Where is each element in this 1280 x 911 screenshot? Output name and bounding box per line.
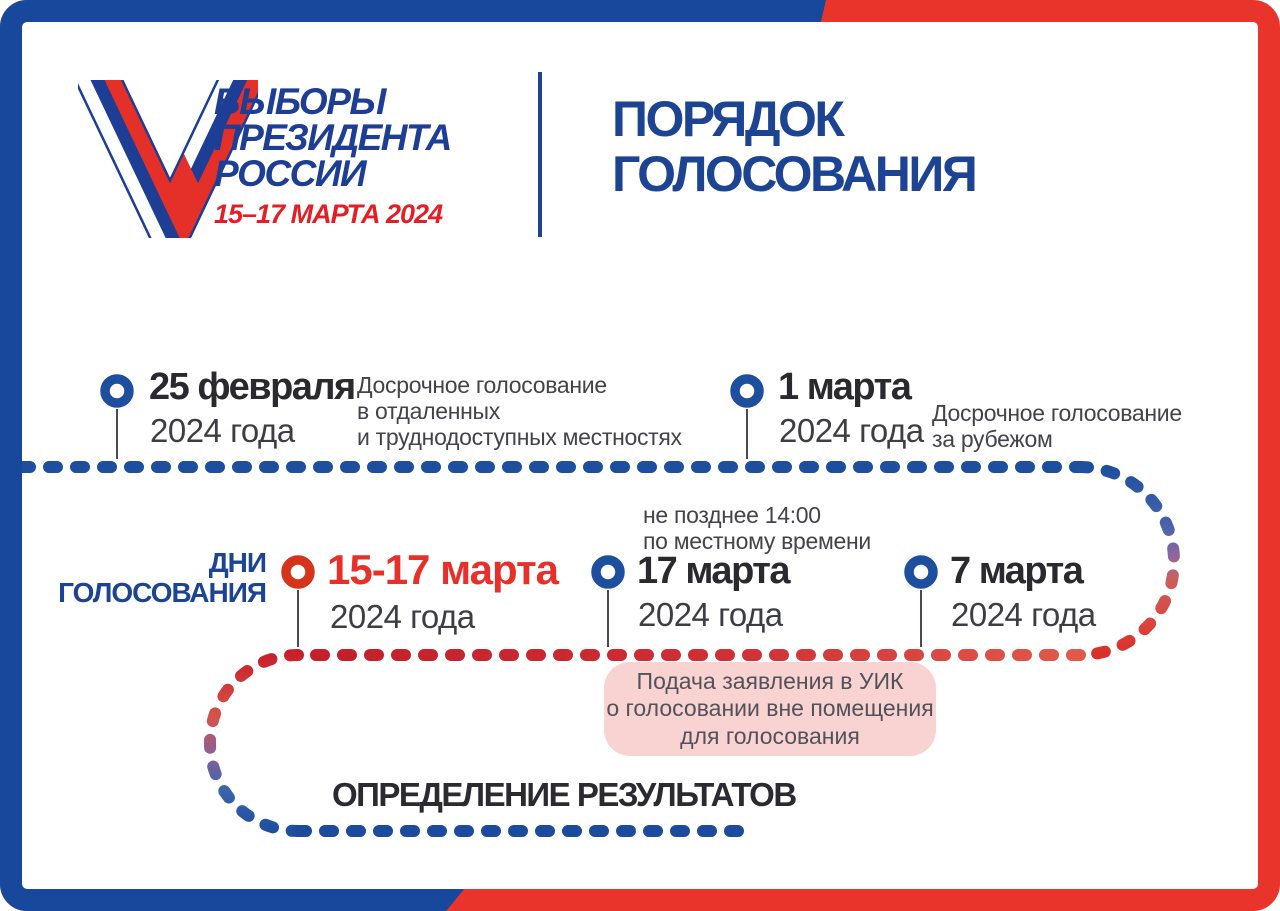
desc-line: в отдаленных xyxy=(357,398,500,425)
voting-days-label: ДНИ ГОЛОСОВАНИЯ xyxy=(58,547,267,608)
event-7-mar-year: 2024 года xyxy=(951,596,1096,633)
event-1-mar-year: 2024 года xyxy=(779,412,924,449)
marker-25-feb xyxy=(100,374,134,408)
desc-line: за рубежом xyxy=(932,426,1053,453)
event-17-mar-year: 2024 года xyxy=(638,596,783,633)
header-divider xyxy=(538,72,542,237)
results-label: ОПРЕДЕЛЕНИЕ РЕЗУЛЬТАТОВ xyxy=(332,776,797,813)
page-title: ПОРЯДОК ГОЛОСОВАНИЯ xyxy=(612,91,978,202)
event-1-mar-desc: Досрочное голосование за рубежом xyxy=(932,400,1182,452)
voting-days-line: ДНИ xyxy=(208,547,267,578)
event-25-feb-year: 2024 года xyxy=(150,412,295,449)
note-line: не позднее 14:00 xyxy=(643,502,821,528)
deadline-note: не позднее 14:00 по местному времени xyxy=(643,502,871,554)
event-17-mar-date: 17 марта xyxy=(637,550,791,592)
uik-note-line: для голосования xyxy=(680,722,860,749)
event-15-17-mar-date: 15-17 марта xyxy=(327,546,559,593)
marker-7-mar xyxy=(904,555,938,589)
timeline-curve-left xyxy=(204,649,304,837)
uik-application-note: Подача заявления в УИК о голосовании вне… xyxy=(604,662,936,756)
page-title-line: ПОРЯДОК xyxy=(612,91,845,147)
logo-title-line: ВЫБОРЫ xyxy=(214,81,386,122)
desc-line: Досрочное голосование xyxy=(932,400,1182,426)
voting-days-line: ГОЛОСОВАНИЯ xyxy=(58,576,267,608)
uik-note-line: о голосовании вне помещения xyxy=(606,695,934,722)
marker-1-mar xyxy=(730,374,764,408)
logo-date: 15–17 МАРТА 2024 xyxy=(214,198,443,229)
event-15-17-mar-year: 2024 года xyxy=(330,598,475,635)
event-25-feb-date: 25 февраля xyxy=(149,366,356,408)
event-1-mar-date: 1 марта xyxy=(778,366,912,408)
page-title-line: ГОЛОСОВАНИЯ xyxy=(612,146,978,202)
marker-17-mar xyxy=(591,555,625,589)
marker-15-17-mar xyxy=(281,555,315,589)
event-7-mar-date: 7 марта xyxy=(950,550,1084,592)
logo-title-line: ПРЕЗИДЕНТА xyxy=(214,116,452,158)
election-logo-wordmark: ВЫБОРЫ ПРЕЗИДЕНТА РОССИИ 15–17 МАРТА 202… xyxy=(214,81,452,230)
uik-note-line: Подача заявления в УИК xyxy=(636,667,904,694)
logo-title-line: РОССИИ xyxy=(214,152,367,194)
desc-line: Досрочное голосование xyxy=(357,372,607,398)
desc-line: и труднодоступных местностях xyxy=(357,424,682,451)
event-25-feb-desc: Досрочное голосование в отдаленных и тру… xyxy=(357,372,682,451)
